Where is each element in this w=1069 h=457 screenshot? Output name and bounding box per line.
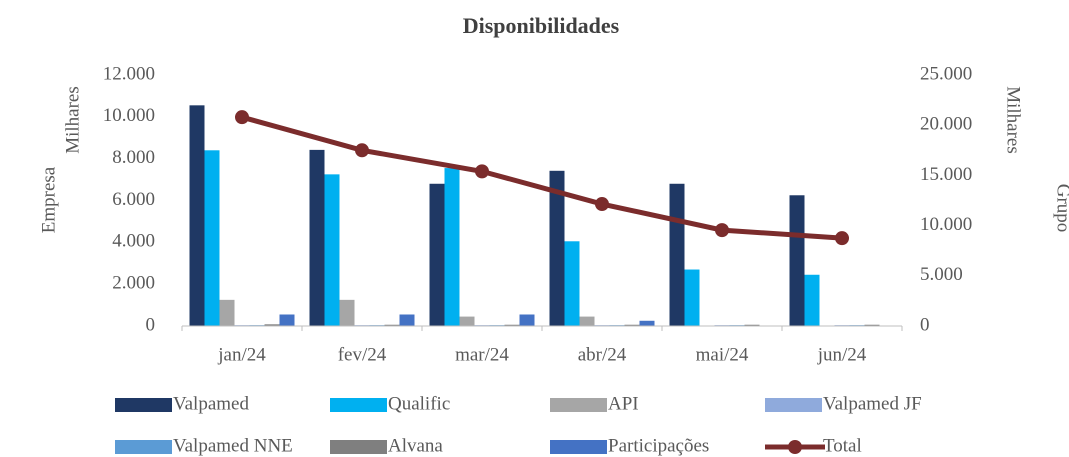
- bar: [309, 149, 325, 326]
- bar: [204, 150, 220, 326]
- bar: [444, 168, 460, 326]
- y2-tick-label: 10.000: [920, 214, 972, 235]
- point: [355, 143, 369, 158]
- legend-marker: [788, 440, 802, 454]
- x-tick-label: jun/24: [817, 344, 867, 365]
- x-tick-label: mai/24: [696, 344, 749, 365]
- bar: [639, 320, 655, 326]
- y-axis-units: Milhares: [62, 86, 83, 154]
- bar: [279, 314, 295, 326]
- legend-swatch: [550, 440, 607, 454]
- point: [595, 197, 609, 212]
- x-tick-label: fev/24: [338, 344, 387, 365]
- bar: [399, 314, 415, 326]
- point: [235, 110, 249, 125]
- legend-label: Valpamed: [173, 393, 249, 414]
- legend-label: Total: [823, 435, 862, 456]
- legend-swatch: [765, 398, 822, 412]
- y2-tick-label: 0: [920, 314, 930, 335]
- y-tick-label: 4.000: [112, 231, 155, 252]
- bar: [669, 183, 685, 326]
- y-tick-label: 10.000: [103, 105, 155, 126]
- point: [475, 164, 489, 179]
- bar: [189, 105, 205, 327]
- bar: [519, 314, 535, 326]
- legend-label: API: [608, 393, 639, 414]
- bar: [504, 324, 520, 326]
- y2-tick-label: 25.000: [920, 63, 972, 84]
- legend-label: Qualific: [388, 393, 450, 414]
- legend-swatch: [330, 398, 387, 412]
- y2-axis-units: Milhares: [1003, 86, 1024, 154]
- bar: [219, 299, 235, 326]
- chart-title: Disponibilidades: [463, 13, 620, 38]
- legend-swatch: [115, 398, 172, 412]
- y2-axis-label: Grupo: [1053, 184, 1069, 233]
- y2-tick-label: 20.000: [920, 114, 972, 135]
- bar: [324, 174, 340, 326]
- x-tick-label: jan/24: [217, 344, 266, 365]
- line: [241, 114, 843, 241]
- legend-label: Valpamed NNE: [173, 435, 293, 456]
- bar: [624, 324, 640, 326]
- bar: [384, 324, 400, 326]
- bar: [744, 324, 760, 326]
- y-axis-label: Empresa: [38, 166, 59, 233]
- legend-swatch: [115, 440, 172, 454]
- point: [715, 223, 729, 238]
- bar: [429, 183, 445, 326]
- legend-label: Participações: [608, 435, 709, 456]
- bar: [789, 195, 805, 326]
- y2-tick-label: 5.000: [920, 264, 963, 285]
- point: [835, 231, 849, 246]
- y-tick-label: 12.000: [103, 63, 155, 84]
- bar: [804, 274, 820, 326]
- x-tick-label: abr/24: [578, 344, 627, 365]
- bar: [459, 316, 475, 326]
- y-tick-label: 0: [146, 314, 156, 335]
- bar: [549, 170, 565, 326]
- bar: [579, 316, 595, 326]
- bar: [684, 269, 700, 326]
- x-tick-label: mar/24: [455, 344, 509, 365]
- y-tick-label: 8.000: [112, 147, 155, 168]
- legend-label: Alvana: [388, 435, 443, 456]
- bar: [264, 324, 280, 326]
- y-tick-label: 2.000: [112, 273, 155, 294]
- legend-swatch: [550, 398, 607, 412]
- y2-tick-label: 15.000: [920, 164, 972, 185]
- legend-swatch: [330, 440, 387, 454]
- y-tick-label: 6.000: [112, 189, 155, 210]
- bar: [339, 299, 355, 326]
- bar: [564, 241, 580, 326]
- legend-label: Valpamed JF: [823, 393, 922, 414]
- bar: [864, 324, 880, 326]
